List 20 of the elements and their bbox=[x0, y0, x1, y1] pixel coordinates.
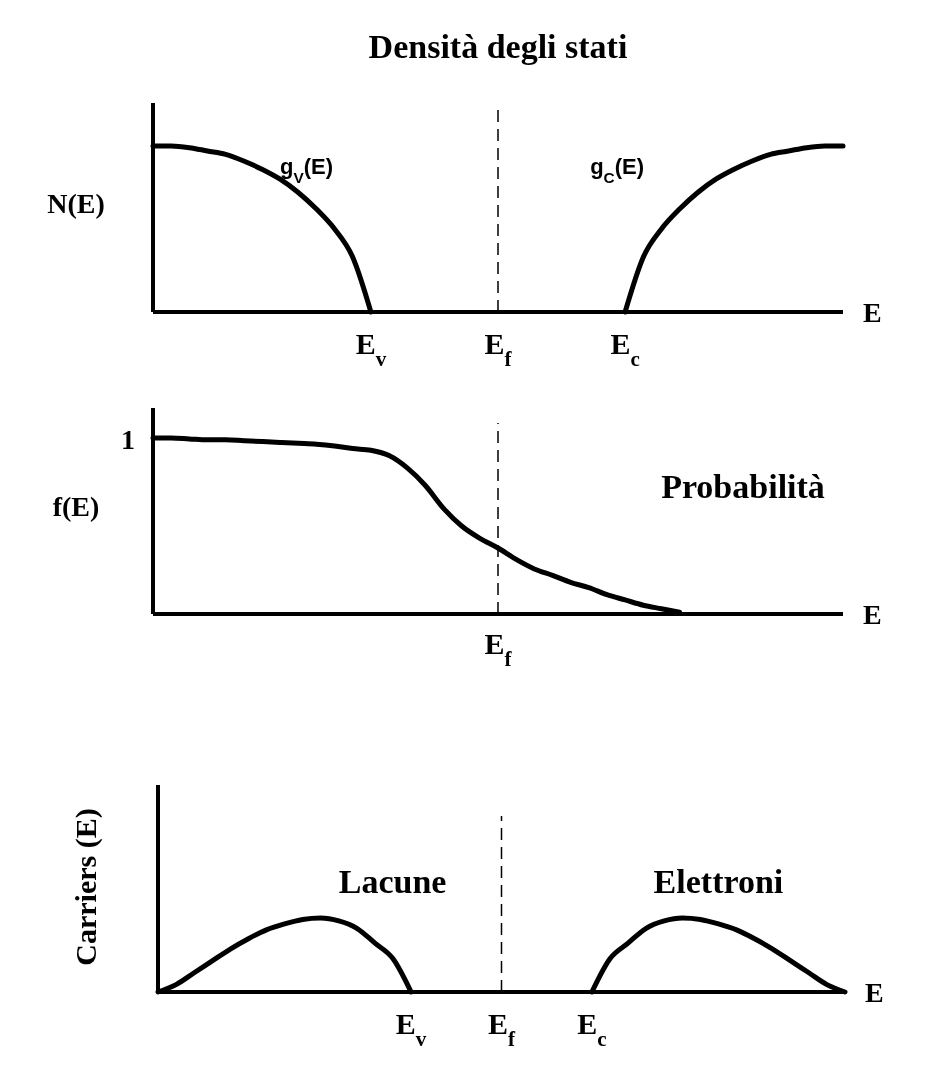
series-label: g$_{C}$(E) bbox=[590, 154, 645, 186]
series-label: Elettroni bbox=[653, 862, 784, 900]
x-tick-label: E$_{c}$ bbox=[610, 327, 640, 371]
x-tick-label: E$_{f}$ bbox=[484, 327, 513, 371]
x-axis-title: E bbox=[863, 599, 882, 630]
x-axis-title: E bbox=[863, 297, 882, 328]
text: E$_{f}$ bbox=[484, 627, 513, 671]
y-axis-title: Carriers (E) bbox=[69, 808, 103, 966]
chart-title: Densità degli stati bbox=[368, 28, 628, 65]
x-axis-title: E bbox=[865, 977, 884, 1008]
x-tick-label: E$_{v}$ bbox=[355, 327, 387, 371]
x-tick-label: E$_{f}$ bbox=[487, 1007, 517, 1051]
series-label: g$_{V}$(E) bbox=[279, 154, 333, 186]
x-tick-label: E$_{v}$ bbox=[395, 1007, 427, 1051]
text: 1 bbox=[121, 424, 135, 455]
annotation: Probabilità bbox=[661, 468, 825, 505]
y-axis-title: N(E) bbox=[47, 188, 105, 219]
x-tick-label: E$_{c}$ bbox=[577, 1007, 607, 1051]
series-label: Lacune bbox=[338, 862, 447, 900]
y-axis-title: f(E) bbox=[52, 491, 100, 522]
